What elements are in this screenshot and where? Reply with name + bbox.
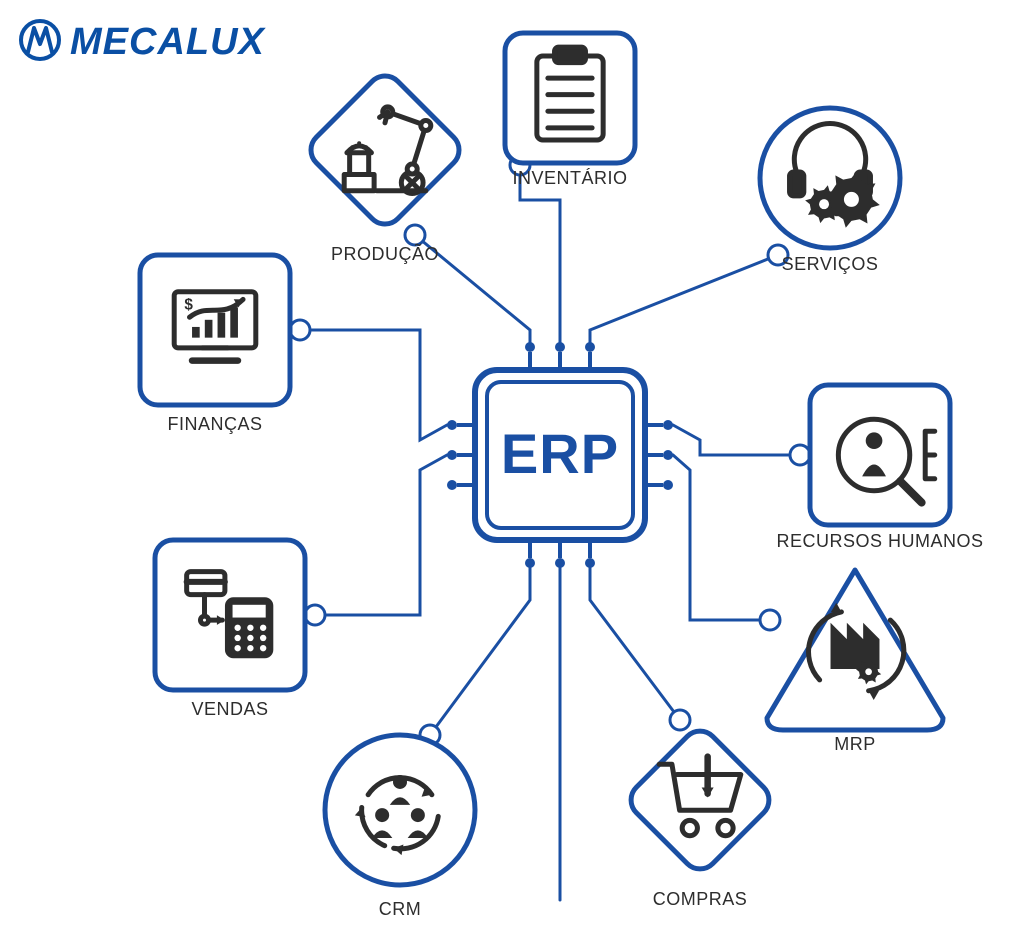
connector-servicos — [590, 255, 778, 342]
connector-compras — [590, 568, 680, 720]
endpoint-rh — [790, 445, 810, 465]
svg-text:$: $ — [184, 297, 193, 314]
node-inventario: INVENTÁRIO — [505, 33, 635, 188]
label-vendas: VENDAS — [191, 699, 268, 719]
node-producao: PRODUÇÃO — [304, 69, 467, 264]
brand-name: MECALUX — [70, 21, 267, 63]
node-compras: COMPRAS — [624, 724, 777, 909]
node-rh: RECURSOS HUMANOS — [776, 385, 983, 551]
connector-mrp — [673, 455, 770, 620]
label-compras: COMPRAS — [653, 889, 748, 909]
label-mrp: MRP — [834, 734, 876, 754]
connector-vendas — [315, 455, 447, 615]
connector-inventario — [520, 165, 560, 342]
brand-logo: MECALUX — [21, 21, 267, 63]
node-vendas: VENDAS — [155, 540, 305, 719]
endpoint-compras — [670, 710, 690, 730]
label-servicos: SERVIÇOS — [782, 254, 879, 274]
node-crm: CRM — [325, 735, 475, 919]
label-crm: CRM — [379, 899, 422, 919]
endpoint-vendas — [305, 605, 325, 625]
erp-label: ERP — [501, 422, 619, 485]
label-financas: FINANÇAS — [167, 414, 262, 434]
erp-center-chip: ERP — [447, 342, 673, 568]
node-financas: $ FINANÇAS — [140, 255, 290, 434]
label-producao: PRODUÇÃO — [331, 243, 439, 264]
connector-financas — [300, 330, 447, 440]
endpoint-producao — [405, 225, 425, 245]
node-mrp: MRP — [767, 570, 943, 754]
endpoint-mrp — [760, 610, 780, 630]
label-rh: RECURSOS HUMANOS — [776, 531, 983, 551]
endpoint-financas — [290, 320, 310, 340]
connector-rh — [673, 425, 800, 455]
label-inventario: INVENTÁRIO — [512, 168, 627, 188]
connector-crm — [430, 568, 530, 735]
